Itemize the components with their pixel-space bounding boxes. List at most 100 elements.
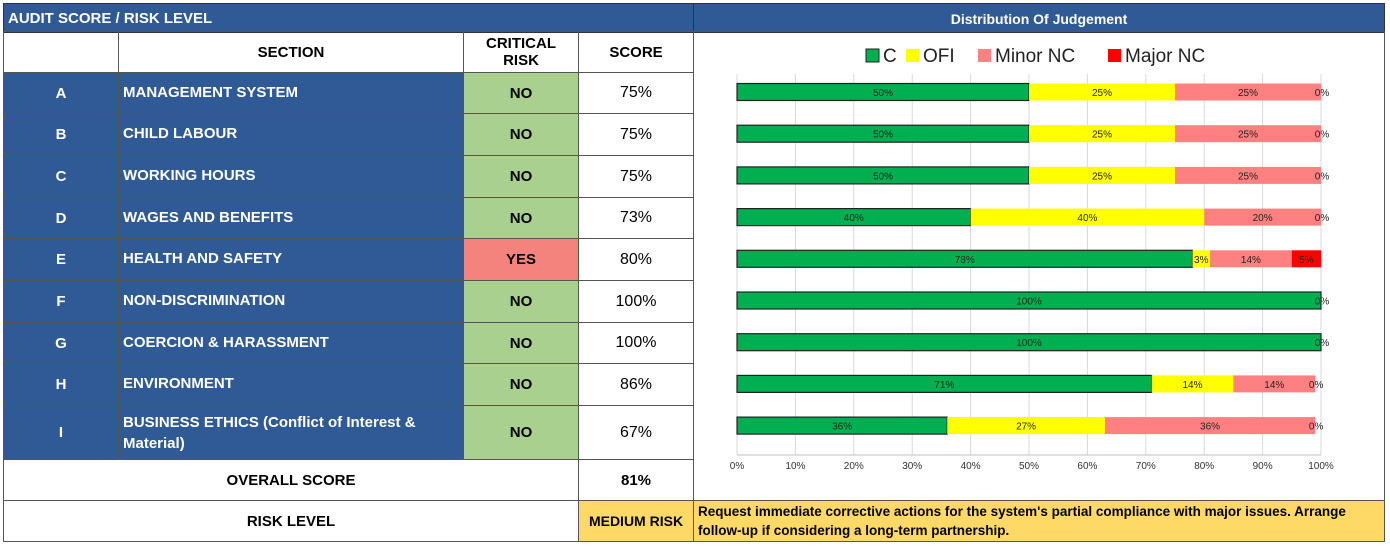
data-label: 0% — [1315, 88, 1330, 99]
bar-segment-major-nc — [1291, 250, 1321, 268]
bar-segment-ofi — [970, 208, 1205, 226]
critical-risk-badge: NO — [463, 322, 579, 364]
x-tick-label: 100% — [1308, 461, 1334, 472]
data-label: 27% — [1016, 422, 1036, 433]
data-label: 0% — [1315, 213, 1330, 224]
data-label: 71% — [934, 380, 954, 391]
bar-segment-ofi — [1029, 166, 1175, 184]
section-name: NON-DISCRIMINATION — [118, 280, 464, 323]
bar-segment-c — [736, 208, 972, 227]
overall-score-value: 81% — [578, 459, 694, 501]
score-value: 75% — [578, 155, 694, 198]
section-name: WAGES AND BENEFITS — [118, 197, 464, 239]
bar-segment-ofi — [1029, 125, 1175, 143]
x-tick-label: 60% — [1077, 461, 1097, 472]
bar-segment-minor-nc — [1175, 166, 1321, 184]
score-header: SCORE — [578, 31, 694, 73]
section-name: CHILD LABOUR — [118, 113, 464, 156]
x-tick-label: 30% — [902, 461, 922, 472]
data-label: 36% — [832, 422, 852, 433]
critical-risk-badge: NO — [463, 72, 579, 114]
data-label: 0% — [1309, 422, 1324, 433]
legend-swatch — [1108, 49, 1121, 62]
data-label: 25% — [1092, 130, 1112, 141]
data-label: 78% — [955, 255, 975, 266]
distribution-chart: 0% 10% 20% 30% 40% 50% 60% 70% 80% 90% 100% 50% 25% 2… — [693, 31, 1385, 501]
data-label: 25% — [1238, 171, 1258, 182]
legend-label: OFI — [923, 46, 955, 67]
bar-segment-minor-nc — [1204, 208, 1321, 226]
data-label: 0% — [1315, 130, 1330, 141]
data-label: 50% — [873, 171, 893, 182]
data-label: 100% — [1016, 338, 1042, 349]
risk-level-label: RISK LEVEL — [3, 500, 579, 542]
section-name: BUSINESS ETHICS (Conflict of Interest & … — [118, 405, 464, 460]
section-letter: I — [3, 405, 119, 460]
section-name: MANAGEMENT SYSTEM — [118, 72, 464, 114]
x-tick-label: 20% — [844, 461, 864, 472]
data-label: 25% — [1238, 88, 1258, 99]
section-name: COERCION & HARASSMENT — [118, 322, 464, 364]
section-name: HEALTH AND SAFETY — [118, 238, 464, 281]
critical-risk-badge: NO — [463, 113, 579, 156]
data-label: 5% — [1299, 255, 1314, 266]
score-value: 73% — [578, 197, 694, 239]
data-label: 0% — [1309, 380, 1324, 391]
critical-risk-header: CRITICAL RISK — [463, 31, 579, 73]
data-label: 14% — [1264, 380, 1284, 391]
data-label: 36% — [1200, 422, 1220, 433]
section-letter: E — [3, 238, 119, 281]
data-label: 25% — [1092, 171, 1112, 182]
risk-message: Request immediate corrective actions for… — [693, 500, 1385, 542]
section-name: WORKING HOURS — [118, 155, 464, 198]
data-label: 0% — [1315, 171, 1330, 182]
legend-swatch — [906, 49, 919, 62]
bar-segment-minor-nc — [1210, 250, 1292, 268]
critical-risk-badge: NO — [463, 280, 579, 323]
score-value: 67% — [578, 405, 694, 460]
data-label: 3% — [1194, 255, 1209, 266]
data-label: 50% — [873, 130, 893, 141]
section-letter: C — [3, 155, 119, 198]
x-tick-label: 40% — [961, 461, 981, 472]
data-label: 50% — [873, 88, 893, 99]
bar-segment-minor-nc — [1104, 417, 1316, 435]
score-value: 100% — [578, 280, 694, 323]
score-value: 86% — [578, 363, 694, 406]
legend-label: Minor NC — [995, 46, 1075, 67]
bar-segment-minor-nc — [1175, 125, 1321, 143]
x-tick-label: 10% — [785, 461, 805, 472]
x-tick-label: 50% — [1019, 461, 1039, 472]
data-label: 0% — [1315, 297, 1330, 308]
data-label: 14% — [1241, 255, 1261, 266]
legend-swatch — [865, 48, 880, 63]
section-letter: F — [3, 280, 119, 323]
critical-risk-badge: YES — [463, 238, 579, 281]
data-label: 20% — [1253, 213, 1273, 224]
data-label: 25% — [1092, 88, 1112, 99]
critical-risk-badge: NO — [463, 363, 579, 406]
blank-header-cell — [3, 31, 119, 73]
chart-title: Distribution Of Judgement — [693, 3, 1385, 33]
section-letter: B — [3, 113, 119, 156]
section-letter: G — [3, 322, 119, 364]
score-value: 75% — [578, 113, 694, 156]
data-label: 25% — [1238, 130, 1258, 141]
critical-risk-badge: NO — [463, 155, 579, 198]
x-tick-label: 90% — [1253, 461, 1273, 472]
section-name: ENVIRONMENT — [118, 363, 464, 406]
bar-segment-c — [736, 416, 948, 435]
score-value: 80% — [578, 238, 694, 281]
data-label: 14% — [1183, 380, 1203, 391]
bar-segment-ofi — [1151, 375, 1234, 393]
bar-segment-c — [736, 333, 1322, 352]
data-label: 100% — [1016, 297, 1042, 308]
x-tick-label: 0% — [730, 461, 745, 472]
critical-risk-badge: NO — [463, 197, 579, 239]
score-value: 75% — [578, 72, 694, 114]
legend-label: C — [883, 46, 897, 67]
section-header: SECTION — [118, 31, 464, 73]
legend-label: Major NC — [1125, 46, 1205, 67]
section-letter: H — [3, 363, 119, 406]
bar-segment-ofi — [947, 417, 1105, 435]
